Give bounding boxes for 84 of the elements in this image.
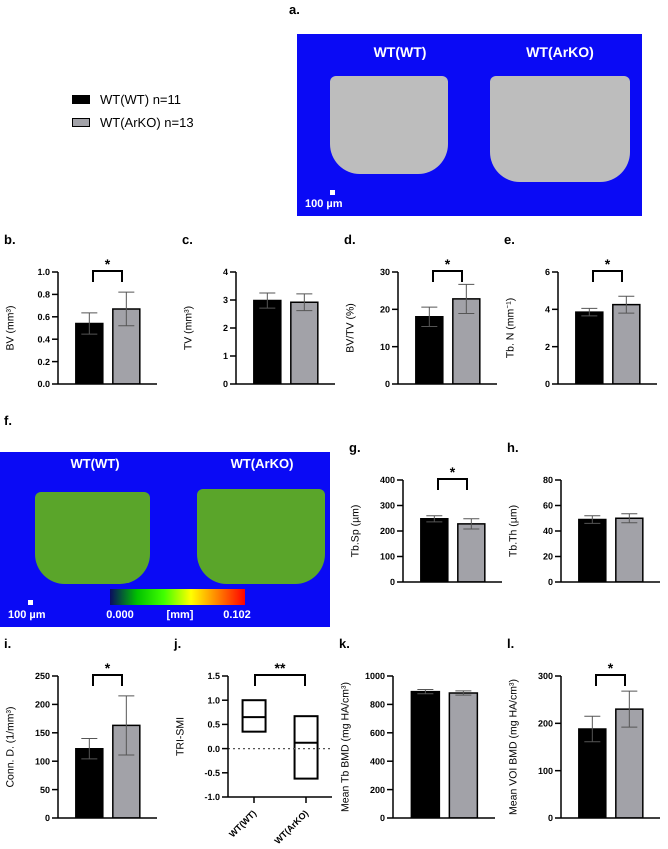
text: *	[604, 256, 612, 272]
y-tick-label: 100	[34, 756, 50, 766]
y-tick-label: 200	[380, 526, 395, 536]
y-tick-label: 0	[44, 813, 50, 824]
y-axis-title: Mean VOI BMD (mg HA/cm³)	[508, 679, 520, 815]
y-tick-label: -1.0	[204, 792, 220, 802]
text: f.	[4, 413, 12, 428]
y-tick-label: 0	[384, 379, 390, 390]
y-tick-label: 0	[544, 379, 550, 390]
y-tick-label: 400	[380, 475, 395, 486]
y-tick-label: 40	[542, 526, 553, 536]
legend-label: WT(ArKO) n=13	[100, 115, 194, 130]
y-tick-label: 3	[222, 295, 228, 306]
y-tick-label: 0.6	[37, 312, 50, 322]
micro-ct-image: WT(WT) WT(ArKO) 100 µm	[297, 34, 642, 216]
y-tick-label: 0	[548, 577, 553, 588]
y-tick-label: 0.0	[37, 379, 50, 390]
text: *	[444, 256, 452, 272]
chart-title: i.	[4, 636, 12, 651]
chart-title: e.	[504, 232, 515, 247]
y-tick-label: 0	[380, 813, 385, 824]
chart-title: h.	[507, 440, 519, 455]
y-axis-title: Tb. N (mm⁻¹)	[504, 298, 517, 358]
y-tick-label: 0.0	[207, 744, 220, 754]
y-tick-label: 50	[40, 784, 50, 795]
y-tick-label: 200	[538, 718, 553, 729]
y-tick-label: 0	[548, 813, 553, 824]
y-tick-label: 800	[370, 700, 385, 710]
y-tick-label: 0.2	[37, 356, 50, 367]
chart-title: j.	[174, 636, 182, 651]
y-tick-label: 0.8	[37, 290, 50, 300]
y-tick-label: 100	[380, 552, 395, 562]
y-tick-label: 20	[380, 304, 390, 315]
annotation: *	[104, 256, 112, 272]
y-axis-title: BV (mm³)	[4, 306, 17, 350]
text: a.	[289, 2, 300, 17]
y-tick-label: 1000	[364, 671, 385, 682]
y-tick-label: 600	[370, 728, 385, 738]
chart-title: k.	[339, 636, 350, 651]
y-tick-label: 20	[542, 552, 553, 562]
y-tick-label: 1	[222, 351, 228, 362]
chart-title: g.	[349, 440, 361, 455]
y-tick-label: 4	[544, 304, 550, 315]
y-tick-label: 250	[34, 671, 50, 682]
chart-title: d.	[344, 232, 356, 247]
y-axis-title: Tb.Th (µm)	[508, 504, 520, 558]
chart-title: b.	[4, 232, 16, 247]
text: *	[606, 660, 614, 676]
chart-title: c.	[182, 232, 193, 247]
y-tick-label: 300	[380, 500, 395, 511]
legend-label: WT(WT) n=11	[100, 92, 182, 107]
y-axis-title: Conn. D. (1/mm³)	[4, 706, 17, 788]
y-tick-label: 60	[542, 500, 553, 511]
y-tick-label: 30	[380, 267, 390, 278]
annotation: *	[448, 464, 456, 480]
y-tick-label: 1.0	[37, 267, 50, 278]
y-tick-label: 4	[222, 267, 228, 278]
annotation: **	[274, 660, 286, 676]
y-tick-label: 2	[222, 323, 228, 334]
y-tick-label: 0.4	[37, 334, 50, 344]
y-tick-label: 150	[34, 728, 50, 738]
y-tick-label: 1.0	[207, 695, 220, 706]
y-tick-label: 0	[222, 379, 228, 390]
y-tick-label: 300	[538, 671, 553, 682]
chart-title: l.	[507, 636, 514, 651]
y-tick-label: 200	[34, 700, 50, 710]
y-tick-label: 6	[544, 267, 550, 278]
y-tick-label: 2	[544, 342, 550, 352]
y-axis-title: TRI-SMI	[174, 716, 187, 756]
y-axis-title: Mean Tb BMD (mg HA/cm³)	[340, 682, 352, 812]
y-axis-title: Tb.Sp (µm)	[350, 504, 362, 558]
y-axis-title: BV/TV (%)	[344, 303, 357, 353]
y-tick-label: 10	[380, 342, 390, 352]
micro-ct-image: WT(WT) WT(ArKO) 100 µm 0.000 [mm] 0.102	[0, 452, 330, 627]
y-axis-title: TV (mm³)	[182, 306, 195, 350]
y-tick-label: 80	[542, 475, 553, 486]
y-tick-label: 100	[538, 766, 553, 776]
annotation: *	[104, 660, 112, 676]
y-tick-label: 0	[390, 577, 395, 588]
y-tick-label: 200	[370, 784, 385, 795]
y-tick-label: 400	[370, 756, 385, 766]
y-tick-label: -0.5	[204, 768, 220, 778]
y-tick-label: 1.5	[207, 671, 220, 682]
y-tick-label: 0.5	[207, 720, 220, 730]
